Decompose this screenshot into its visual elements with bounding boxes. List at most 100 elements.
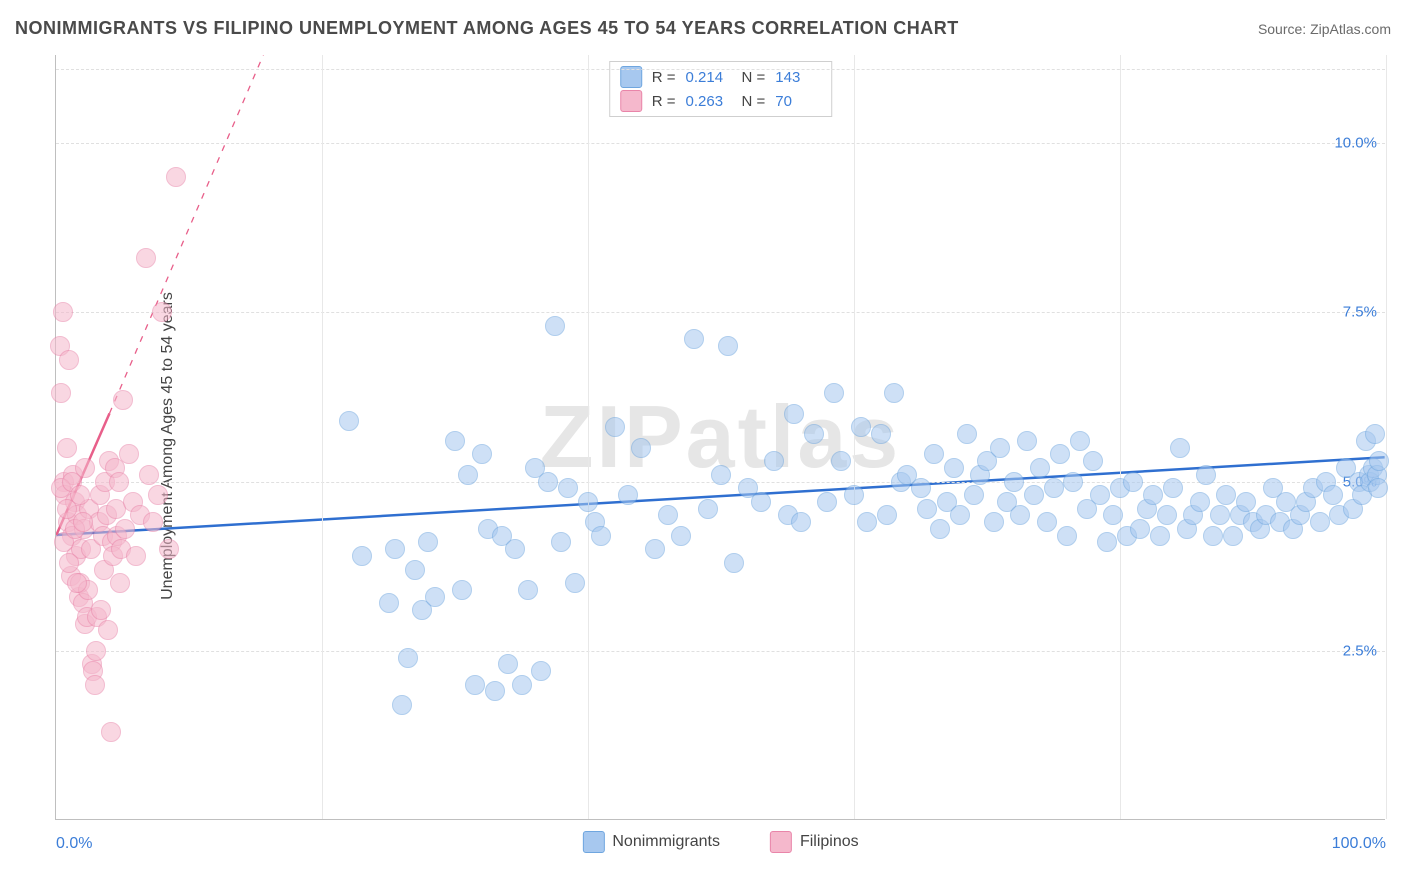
scatter-point	[1368, 478, 1388, 498]
scatter-point	[618, 485, 638, 505]
scatter-point	[1024, 485, 1044, 505]
scatter-point	[1210, 505, 1230, 525]
grid-line-h	[56, 69, 1385, 70]
scatter-point	[518, 580, 538, 600]
scatter-point	[1050, 444, 1070, 464]
scatter-point	[352, 546, 372, 566]
scatter-point	[1170, 438, 1190, 458]
chart-title: NONIMMIGRANTS VS FILIPINO UNEMPLOYMENT A…	[15, 18, 959, 39]
scatter-point	[91, 600, 111, 620]
chart-area: ZIPatlas R = 0.214 N = 143 R = 0.263 N =…	[55, 55, 1385, 820]
scatter-point	[924, 444, 944, 464]
legend-item-nonimmigrants: Nonimmigrants	[582, 831, 720, 853]
scatter-point	[51, 383, 71, 403]
scatter-point	[831, 451, 851, 471]
scatter-point	[1196, 465, 1216, 485]
grid-line-h	[56, 651, 1385, 652]
grid-line-v	[1386, 55, 1387, 819]
scatter-point	[1365, 424, 1385, 444]
scatter-point	[418, 532, 438, 552]
scatter-point	[791, 512, 811, 532]
scatter-point	[871, 424, 891, 444]
scatter-point	[126, 546, 146, 566]
scatter-point	[53, 302, 73, 322]
scatter-point	[1236, 492, 1256, 512]
scatter-point	[1090, 485, 1110, 505]
scatter-point	[671, 526, 691, 546]
scatter-point	[930, 519, 950, 539]
scatter-point	[1203, 526, 1223, 546]
scatter-point	[485, 681, 505, 701]
scatter-point	[505, 539, 525, 559]
scatter-point	[1057, 526, 1077, 546]
scatter-point	[1130, 519, 1150, 539]
scatter-point	[724, 553, 744, 573]
grid-line-h	[56, 312, 1385, 313]
scatter-point	[851, 417, 871, 437]
legend-r-value-0: 0.214	[686, 69, 732, 86]
grid-line-h	[56, 143, 1385, 144]
legend-n-value-0: 143	[775, 69, 821, 86]
scatter-point	[877, 505, 897, 525]
scatter-point	[990, 438, 1010, 458]
scatter-point	[817, 492, 837, 512]
scatter-point	[658, 505, 678, 525]
scatter-point	[86, 641, 106, 661]
scatter-point	[605, 417, 625, 437]
scatter-point	[458, 465, 478, 485]
legend-swatch-pink	[620, 90, 642, 112]
scatter-point	[1063, 472, 1083, 492]
source-name: ZipAtlas.com	[1310, 21, 1391, 37]
scatter-point	[98, 620, 118, 640]
scatter-point	[545, 316, 565, 336]
y-tick-label: 10.0%	[1317, 135, 1377, 152]
scatter-point	[152, 302, 172, 322]
scatter-point	[119, 444, 139, 464]
x-tick-label: 100.0%	[1332, 835, 1386, 853]
scatter-point	[551, 532, 571, 552]
scatter-point	[684, 329, 704, 349]
scatter-point	[465, 675, 485, 695]
scatter-point	[405, 560, 425, 580]
scatter-point	[1150, 526, 1170, 546]
grid-line-v	[588, 55, 589, 819]
legend-row-filipinos: R = 0.263 N = 70	[620, 90, 822, 112]
scatter-point	[718, 336, 738, 356]
scatter-point	[139, 465, 159, 485]
scatter-point	[472, 444, 492, 464]
y-tick-label: 2.5%	[1317, 642, 1377, 659]
legend-r-value-1: 0.263	[686, 93, 732, 110]
scatter-point	[565, 573, 585, 593]
legend-n-label-1: N =	[742, 93, 766, 110]
legend-series-box: Nonimmigrants Filipinos	[582, 831, 858, 853]
scatter-point	[1004, 472, 1024, 492]
scatter-point	[944, 458, 964, 478]
scatter-point	[957, 424, 977, 444]
x-tick-label: 0.0%	[56, 835, 92, 853]
scatter-point	[113, 390, 133, 410]
scatter-point	[70, 485, 90, 505]
scatter-point	[498, 654, 518, 674]
scatter-point	[1190, 492, 1210, 512]
scatter-point	[964, 485, 984, 505]
scatter-point	[1163, 478, 1183, 498]
scatter-point	[392, 695, 412, 715]
legend-n-value-1: 70	[775, 93, 821, 110]
legend-item-filipinos: Filipinos	[770, 831, 859, 853]
legend-label-nonimmigrants: Nonimmigrants	[612, 833, 720, 851]
scatter-point	[1044, 478, 1064, 498]
scatter-point	[1037, 512, 1057, 532]
scatter-point	[1017, 431, 1037, 451]
scatter-point	[764, 451, 784, 471]
scatter-point	[85, 675, 105, 695]
scatter-point	[1369, 451, 1389, 471]
scatter-point	[917, 499, 937, 519]
scatter-point	[452, 580, 472, 600]
chart-header: NONIMMIGRANTS VS FILIPINO UNEMPLOYMENT A…	[15, 18, 1391, 39]
scatter-point	[804, 424, 824, 444]
scatter-point	[75, 458, 95, 478]
scatter-point	[645, 539, 665, 559]
scatter-point	[1123, 472, 1143, 492]
scatter-point	[1216, 485, 1236, 505]
y-tick-label: 7.5%	[1317, 304, 1377, 321]
